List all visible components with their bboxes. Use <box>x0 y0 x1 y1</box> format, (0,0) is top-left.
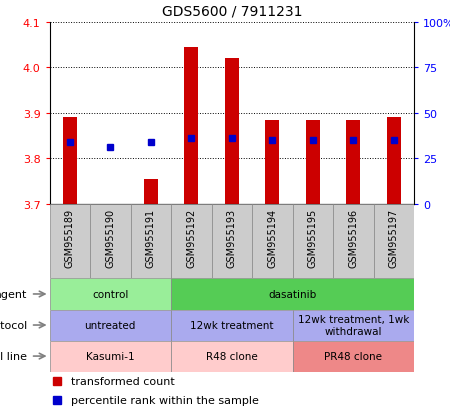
Bar <box>252 204 292 279</box>
Bar <box>50 310 171 341</box>
Text: GSM955197: GSM955197 <box>389 208 399 267</box>
Text: 12wk treatment: 12wk treatment <box>190 320 274 330</box>
Text: GSM955195: GSM955195 <box>308 208 318 267</box>
Bar <box>171 279 414 310</box>
Bar <box>130 204 171 279</box>
Bar <box>171 204 212 279</box>
Bar <box>225 59 239 204</box>
Bar <box>265 121 279 204</box>
Bar <box>50 204 90 279</box>
Text: R48 clone: R48 clone <box>206 351 257 361</box>
Bar <box>374 204 414 279</box>
Text: control: control <box>92 289 128 299</box>
Bar <box>171 341 292 372</box>
Text: GSM955190: GSM955190 <box>105 208 115 267</box>
Bar <box>292 341 414 372</box>
Text: PR48 clone: PR48 clone <box>324 351 382 361</box>
Text: cell line: cell line <box>0 351 27 361</box>
Text: GSM955194: GSM955194 <box>267 208 277 267</box>
Text: 12wk treatment, 1wk
withdrawal: 12wk treatment, 1wk withdrawal <box>297 314 409 336</box>
Title: GDS5600 / 7911231: GDS5600 / 7911231 <box>162 5 302 19</box>
Bar <box>63 118 77 204</box>
Text: GSM955191: GSM955191 <box>146 208 156 267</box>
Text: protocol: protocol <box>0 320 27 330</box>
Bar <box>50 341 171 372</box>
Text: GSM955193: GSM955193 <box>227 208 237 267</box>
Text: percentile rank within the sample: percentile rank within the sample <box>72 394 259 405</box>
Text: GSM955196: GSM955196 <box>348 208 358 267</box>
Text: GSM955189: GSM955189 <box>65 208 75 267</box>
Text: Kasumi-1: Kasumi-1 <box>86 351 135 361</box>
Bar <box>184 48 198 204</box>
Bar <box>292 204 333 279</box>
Bar <box>90 204 130 279</box>
Text: transformed count: transformed count <box>72 376 175 386</box>
Bar <box>346 121 360 204</box>
Bar <box>212 204 252 279</box>
Bar <box>171 310 292 341</box>
Bar <box>50 279 171 310</box>
Text: untreated: untreated <box>85 320 136 330</box>
Text: GSM955192: GSM955192 <box>186 208 196 267</box>
Text: agent: agent <box>0 289 27 299</box>
Bar <box>144 180 158 204</box>
Bar <box>292 310 414 341</box>
Text: dasatinib: dasatinib <box>268 289 317 299</box>
Bar <box>387 118 401 204</box>
Bar <box>333 204 374 279</box>
Bar <box>306 121 320 204</box>
